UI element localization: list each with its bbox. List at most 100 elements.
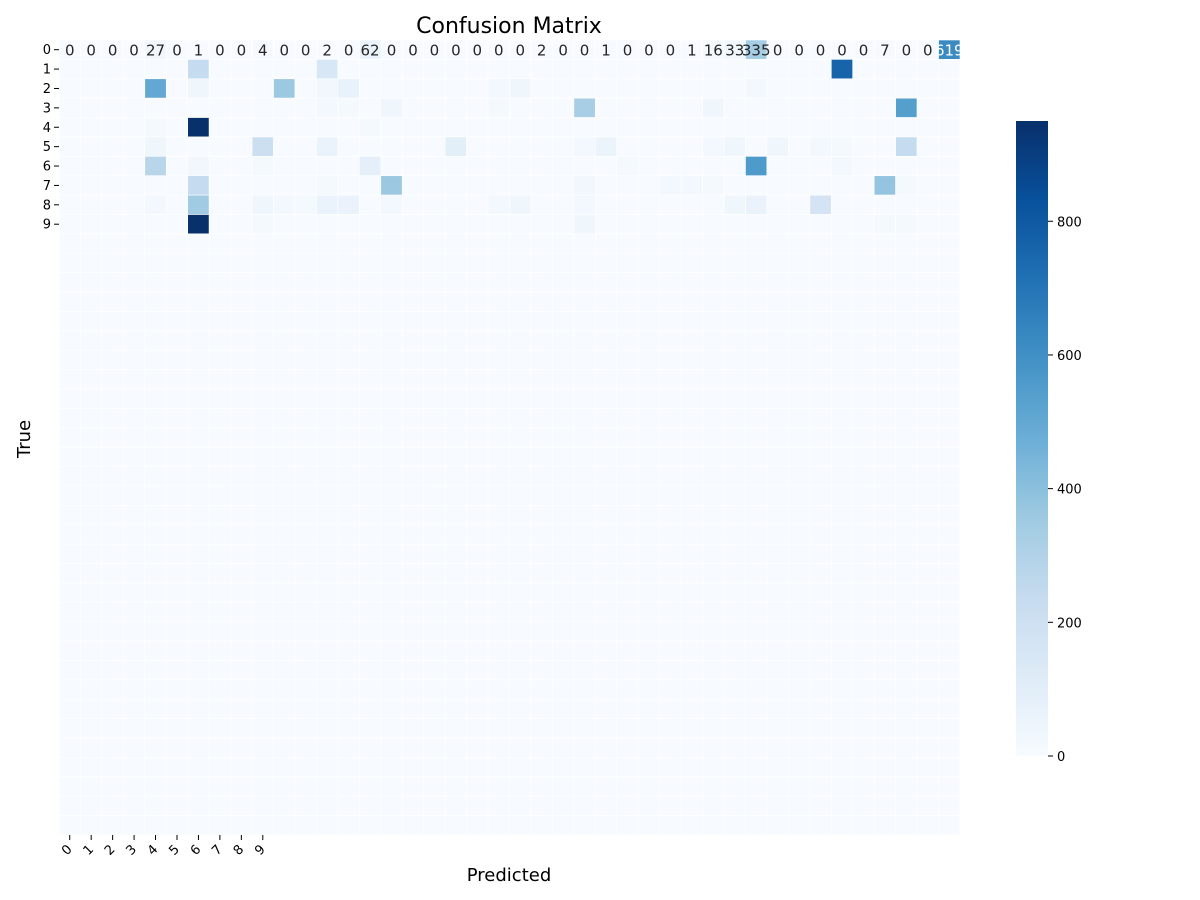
heatmap-cell [58,446,81,467]
heatmap-cell [788,660,811,681]
heatmap-cell [401,97,424,118]
heatmap-cell [487,214,510,235]
x-tick-label: 1 [81,842,97,858]
heatmap-cell [359,156,382,177]
cell-annotation: 0 [279,42,289,60]
y-tick-label: 1 [43,63,51,78]
heatmap-cell [852,388,875,409]
heatmap-cell [552,136,575,157]
colorbar-tick-label: 0 [1057,750,1065,765]
heatmap-cell [101,737,124,758]
heatmap-cell [230,485,253,506]
heatmap-cell [487,59,510,80]
heatmap-cell [766,485,789,506]
heatmap-cell [144,252,167,273]
heatmap-cell [680,563,703,584]
heatmap-cell [852,427,875,448]
heatmap-cell [659,311,682,332]
heatmap-cell [80,679,103,700]
heatmap-cell [187,524,210,545]
heatmap-cell [487,427,510,448]
heatmap-cell [401,156,424,177]
heatmap-cell [616,718,639,739]
heatmap-cell [788,776,811,797]
heatmap-cell [359,136,382,157]
heatmap-cell [509,679,532,700]
heatmap-cell [723,175,746,196]
heatmap-cell [337,505,360,526]
heatmap-cell [444,117,467,138]
heatmap-cell [809,175,832,196]
heatmap-cell [337,117,360,138]
heatmap-cell [552,582,575,603]
heatmap-cell [873,427,896,448]
heatmap-cell [616,330,639,351]
heatmap-cell [809,524,832,545]
heatmap-cell [444,737,467,758]
heatmap-cell [401,78,424,99]
heatmap-cell [595,718,618,739]
heatmap-cell [101,698,124,719]
heatmap-cell [530,330,553,351]
heatmap-cell [80,602,103,623]
heatmap-cell [230,679,253,700]
heatmap-cell [616,776,639,797]
heatmap-cell [316,291,339,312]
heatmap-cell [316,776,339,797]
heatmap-cell [165,524,189,545]
heatmap-cell [616,349,639,370]
heatmap-cell [487,194,510,215]
heatmap-cell [165,582,189,603]
heatmap-cell [659,776,682,797]
heatmap-cell [830,679,854,700]
heatmap-cell [466,330,489,351]
heatmap-cell [337,660,360,681]
heatmap-cell [659,214,682,235]
cell-annotation: 335 [742,42,771,60]
heatmap-cell [230,136,253,157]
heatmap-cell [509,524,532,545]
heatmap-cell [401,291,424,312]
heatmap-cell [830,214,854,235]
heatmap-cell [444,78,467,99]
heatmap-cell [616,136,639,157]
heatmap-cell [916,388,939,409]
heatmap-cell [595,524,618,545]
heatmap-cell [702,446,725,467]
heatmap-cell [187,640,210,661]
heatmap-cell [380,602,403,623]
heatmap-cell [595,156,618,177]
heatmap-cell [230,621,253,642]
heatmap-cell [745,446,768,467]
heatmap-cell [852,233,875,254]
heatmap-cell [766,815,789,836]
heatmap-cell [530,737,553,758]
heatmap-cell [380,272,403,293]
heatmap-cell [595,563,618,584]
heatmap-cell [101,156,124,177]
heatmap-cell [745,233,768,254]
heatmap-cell [637,446,660,467]
heatmap-cell [273,718,296,739]
heatmap-cell [830,330,854,351]
heatmap-cell [187,214,210,235]
heatmap-cell [530,795,553,816]
heatmap-cell [745,602,768,623]
heatmap-cell [401,795,424,816]
heatmap-cell [637,698,660,719]
heatmap-cell [852,349,875,370]
cell-annotation: 0 [129,42,139,60]
heatmap-cell [316,156,339,177]
y-tick-label: 6 [43,160,51,175]
heatmap-cell [616,388,639,409]
heatmap-cell [337,543,360,564]
heatmap-cell [444,776,467,797]
heatmap-cell [337,369,360,390]
heatmap-cell [766,408,789,429]
heatmap-cell [401,427,424,448]
heatmap-cell [144,311,167,332]
heatmap-cell [123,602,146,623]
heatmap-cell [788,117,811,138]
